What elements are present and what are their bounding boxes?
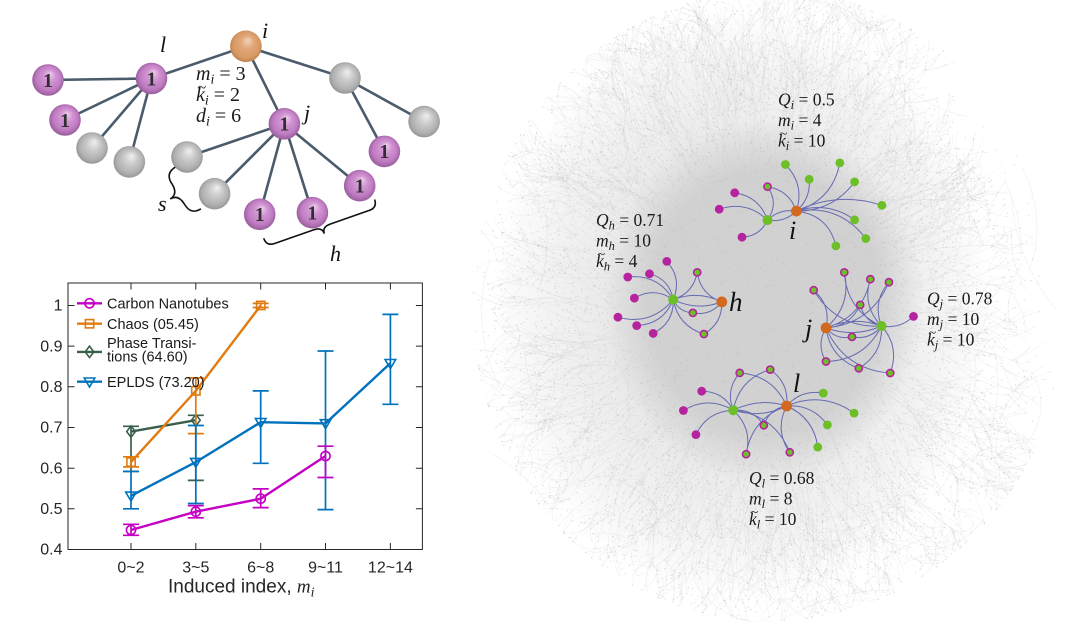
svg-text:0.7: 0.7	[40, 420, 62, 437]
svg-text:1: 1	[43, 71, 53, 92]
svg-text:~: ~	[780, 126, 788, 141]
svg-text:l: l	[160, 32, 166, 57]
svg-text:mi = 4: mi = 4	[778, 110, 822, 133]
svg-text:1: 1	[255, 205, 265, 226]
svg-text:Qi = 0.5: Qi = 0.5	[778, 90, 835, 113]
svg-text:s: s	[158, 191, 167, 216]
svg-text:~: ~	[929, 325, 937, 340]
svg-text:0.4: 0.4	[40, 542, 62, 559]
svg-text:0.6: 0.6	[40, 460, 62, 477]
svg-text:1: 1	[54, 298, 63, 315]
svg-text:1: 1	[280, 115, 290, 136]
svg-text:1: 1	[355, 177, 365, 198]
svg-text:Induced index, mi: Induced index, mi	[168, 577, 315, 601]
svg-text:1: 1	[60, 111, 70, 132]
svg-text:3~5: 3~5	[182, 560, 209, 577]
svg-text:l: l	[793, 369, 800, 398]
svg-text:0~2: 0~2	[117, 560, 144, 577]
svg-text:Ql = 0.68: Ql = 0.68	[749, 468, 815, 491]
svg-text:i: i	[789, 216, 796, 245]
svg-text:~: ~	[751, 504, 759, 519]
svg-text:6~8: 6~8	[247, 560, 274, 577]
svg-text:1: 1	[380, 142, 390, 163]
svg-text:~: ~	[198, 80, 206, 97]
svg-text:di = 6: di = 6	[196, 105, 241, 130]
svg-text:Qj = 0.78: Qj = 0.78	[927, 289, 993, 312]
svg-text:1: 1	[308, 204, 318, 225]
svg-text:kl = 10: kl = 10	[749, 509, 797, 532]
svg-text:i: i	[262, 18, 268, 43]
svg-text:0.5: 0.5	[40, 501, 62, 518]
svg-text:ml = 8: ml = 8	[749, 488, 793, 511]
svg-text:j: j	[301, 100, 310, 125]
svg-text:j: j	[802, 314, 812, 343]
svg-text:mi = 3: mi = 3	[196, 63, 246, 88]
svg-text:kj = 10: kj = 10	[927, 330, 975, 353]
svg-text:0.8: 0.8	[40, 379, 62, 396]
svg-text:0.9: 0.9	[40, 338, 62, 355]
svg-text:ki = 10: ki = 10	[778, 131, 826, 154]
svg-text:~: ~	[598, 247, 606, 262]
svg-text:h: h	[729, 287, 743, 317]
svg-text:Phase Transi-: Phase Transi-	[107, 336, 197, 352]
svg-text:Qh = 0.71: Qh = 0.71	[596, 210, 664, 233]
svg-text:h: h	[330, 241, 341, 266]
svg-text:9~11: 9~11	[308, 560, 343, 577]
svg-text:12~14: 12~14	[368, 560, 413, 577]
svg-text:1: 1	[147, 69, 157, 90]
svg-text:Chaos (05.45): Chaos (05.45)	[107, 317, 199, 333]
svg-text:ki = 2: ki = 2	[196, 84, 240, 109]
svg-text:tions (64.60): tions (64.60)	[107, 349, 188, 365]
svg-text:Carbon Nanotubes: Carbon Nanotubes	[107, 297, 229, 313]
svg-text:EPLDS (73.20): EPLDS (73.20)	[107, 375, 205, 391]
